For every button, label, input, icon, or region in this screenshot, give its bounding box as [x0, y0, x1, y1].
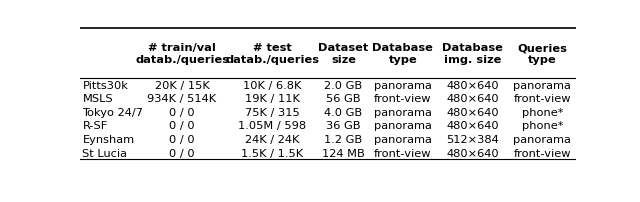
Text: panorama: panorama — [513, 80, 572, 90]
Text: 10K / 6.8K: 10K / 6.8K — [243, 80, 301, 90]
Text: front-view: front-view — [374, 148, 431, 158]
Text: 0 / 0: 0 / 0 — [169, 134, 195, 144]
Text: 512×384: 512×384 — [446, 134, 499, 144]
Text: 480×640: 480×640 — [446, 80, 499, 90]
Text: panorama: panorama — [374, 134, 432, 144]
Text: panorama: panorama — [374, 121, 432, 131]
Text: 4.0 GB: 4.0 GB — [324, 107, 363, 117]
Text: panorama: panorama — [374, 107, 432, 117]
Text: 0 / 0: 0 / 0 — [169, 107, 195, 117]
Text: 480×640: 480×640 — [446, 121, 499, 131]
Text: St Lucia: St Lucia — [83, 148, 127, 158]
Text: Pitts30k: Pitts30k — [83, 80, 129, 90]
Text: # train/val
datab./queries: # train/val datab./queries — [135, 43, 229, 65]
Text: Eynsham: Eynsham — [83, 134, 134, 144]
Text: panorama: panorama — [374, 80, 432, 90]
Text: 20K / 15K: 20K / 15K — [155, 80, 209, 90]
Text: panorama: panorama — [513, 134, 572, 144]
Text: 56 GB: 56 GB — [326, 94, 361, 104]
Text: front-view: front-view — [514, 94, 571, 104]
Text: Database
img. size: Database img. size — [442, 43, 503, 65]
Text: 36 GB: 36 GB — [326, 121, 361, 131]
Text: front-view: front-view — [374, 94, 431, 104]
Text: 19K / 11K: 19K / 11K — [245, 94, 300, 104]
Text: 480×640: 480×640 — [446, 148, 499, 158]
Text: MSLS: MSLS — [83, 94, 113, 104]
Text: 480×640: 480×640 — [446, 107, 499, 117]
Text: 1.05M / 598: 1.05M / 598 — [238, 121, 307, 131]
Text: 124 MB: 124 MB — [322, 148, 365, 158]
Text: Dataset
size: Dataset size — [318, 43, 369, 65]
Text: phone*: phone* — [522, 107, 563, 117]
Text: Tokyo 24/7: Tokyo 24/7 — [83, 107, 143, 117]
Text: 934K / 514K: 934K / 514K — [147, 94, 216, 104]
Text: 1.2 GB: 1.2 GB — [324, 134, 363, 144]
Text: 0 / 0: 0 / 0 — [169, 121, 195, 131]
Text: 480×640: 480×640 — [446, 94, 499, 104]
Text: 2.0 GB: 2.0 GB — [324, 80, 363, 90]
Text: R-SF: R-SF — [83, 121, 108, 131]
Text: Database
type: Database type — [372, 43, 433, 65]
Text: 24K / 24K: 24K / 24K — [245, 134, 300, 144]
Text: Queries
type: Queries type — [518, 43, 567, 65]
Text: 75K / 315: 75K / 315 — [245, 107, 300, 117]
Text: 0 / 0: 0 / 0 — [169, 148, 195, 158]
Text: 1.5K / 1.5K: 1.5K / 1.5K — [241, 148, 303, 158]
Text: phone*: phone* — [522, 121, 563, 131]
Text: # test
datab./queries: # test datab./queries — [225, 43, 319, 65]
Text: front-view: front-view — [514, 148, 571, 158]
